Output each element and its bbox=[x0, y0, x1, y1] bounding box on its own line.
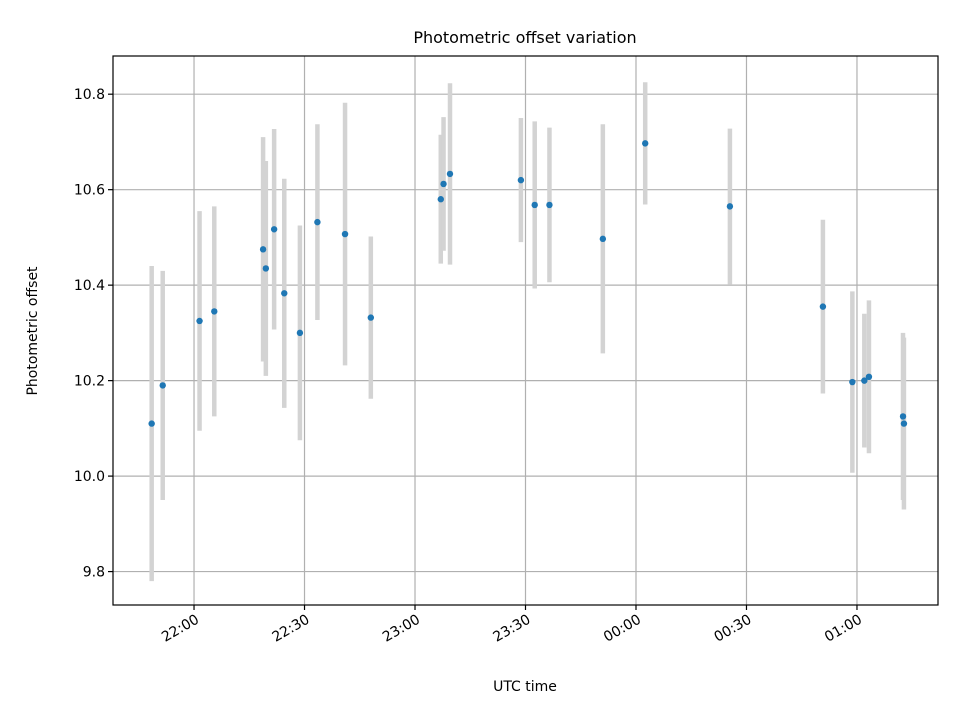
data-point bbox=[531, 201, 538, 209]
x-tick-label: 00:30 bbox=[712, 612, 755, 646]
y-tick-label: 10.8 bbox=[74, 87, 105, 103]
data-point bbox=[296, 329, 304, 337]
y-tick-label: 10.0 bbox=[74, 469, 105, 485]
grid-layer bbox=[113, 56, 938, 605]
data-point bbox=[641, 140, 649, 147]
data-point bbox=[819, 303, 827, 310]
data-point bbox=[861, 377, 868, 384]
x-tick-label: 23:00 bbox=[380, 612, 423, 646]
data-point bbox=[270, 226, 278, 233]
data-point bbox=[440, 180, 447, 188]
x-tick-label: 00:00 bbox=[601, 612, 644, 646]
y-tick-label: 10.6 bbox=[74, 183, 105, 199]
x-tick-label: 22:00 bbox=[159, 612, 202, 646]
x-axis-label: UTC time bbox=[493, 679, 557, 695]
data-point bbox=[517, 176, 525, 184]
y-tick-label: 9.8 bbox=[83, 565, 105, 581]
data-point bbox=[900, 420, 908, 427]
marker-layer bbox=[148, 140, 908, 427]
x-tick-label: 22:30 bbox=[270, 612, 313, 646]
data-point bbox=[281, 290, 288, 297]
data-point bbox=[599, 235, 607, 243]
data-point bbox=[726, 203, 734, 210]
y-tick-label: 10.4 bbox=[74, 278, 105, 294]
data-point bbox=[437, 196, 444, 203]
data-point bbox=[196, 317, 203, 325]
data-point bbox=[899, 413, 907, 420]
chart-title: Photometric offset variation bbox=[413, 28, 636, 47]
data-point bbox=[159, 382, 166, 389]
data-point bbox=[546, 201, 553, 209]
errorbar-layer bbox=[149, 82, 907, 582]
y-tick-label: 10.2 bbox=[74, 374, 105, 390]
data-point bbox=[341, 230, 349, 238]
data-point bbox=[446, 170, 454, 178]
data-point bbox=[314, 218, 321, 226]
data-point bbox=[262, 265, 270, 272]
x-tick-label: 23:30 bbox=[491, 612, 534, 646]
data-point bbox=[211, 308, 218, 315]
data-point bbox=[865, 373, 873, 381]
data-point bbox=[259, 246, 267, 253]
y-axis-label: Photometric offset bbox=[25, 266, 41, 396]
data-point bbox=[849, 378, 856, 386]
x-tick-label: 01:00 bbox=[822, 612, 865, 646]
data-point bbox=[148, 420, 155, 427]
data-point bbox=[367, 314, 375, 321]
